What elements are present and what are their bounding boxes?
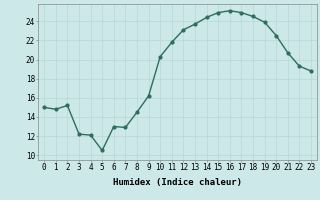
X-axis label: Humidex (Indice chaleur): Humidex (Indice chaleur)	[113, 178, 242, 187]
